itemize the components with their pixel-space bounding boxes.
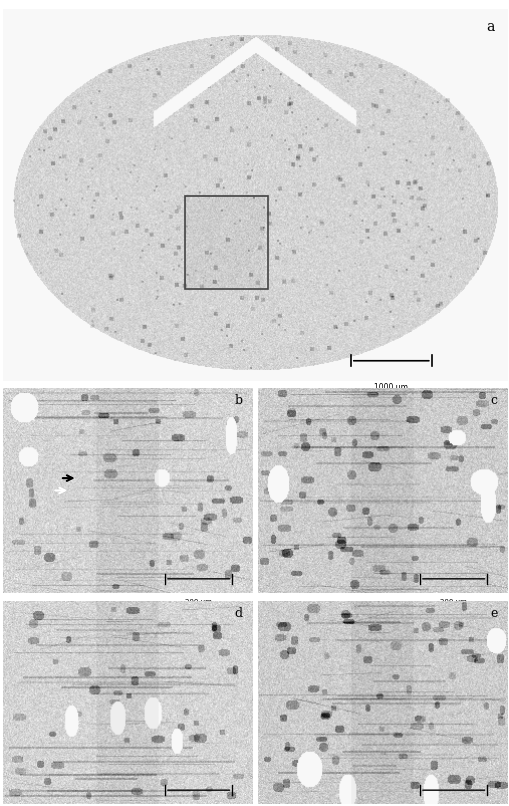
Text: e: e [489, 608, 496, 621]
Text: 200 μm: 200 μm [185, 600, 212, 605]
Text: a: a [486, 20, 494, 34]
Text: c: c [490, 394, 496, 407]
Text: d: d [234, 608, 242, 621]
Text: 200 μm: 200 μm [439, 600, 466, 605]
Bar [184, 196, 268, 289]
Text: b: b [234, 394, 242, 407]
Text: 1000 μm: 1000 μm [374, 383, 408, 392]
